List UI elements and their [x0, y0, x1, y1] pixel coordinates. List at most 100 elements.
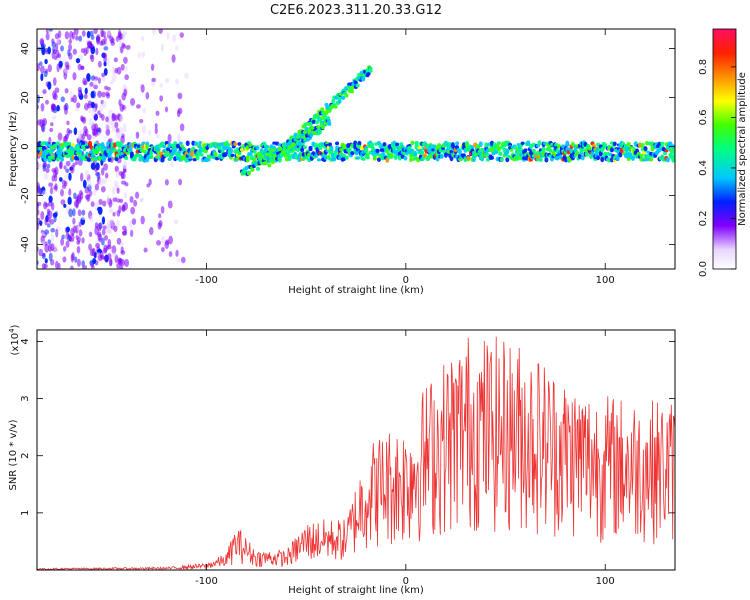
spectrogram-cell [41, 263, 46, 269]
colorbar: 0.0 0.2 0.4 0.6 0.8 Normalized spectral ampl… [698, 28, 748, 277]
spectrogram-cell [139, 197, 144, 202]
spectrogram-cell [89, 81, 94, 87]
spectrogram-cell [152, 29, 156, 36]
spectrogram-cell [94, 166, 98, 172]
spectrogram-cell [233, 142, 238, 147]
spectrogram-cell [252, 149, 257, 154]
spectrogram-cell [150, 63, 155, 71]
spectrogram-cell [49, 127, 54, 133]
spectrogram-cell [86, 30, 91, 39]
spectrogram-cell [65, 168, 70, 173]
spectrogram-cell [308, 145, 313, 150]
spectrogram-cell [278, 146, 283, 151]
spectrogram-cell [350, 151, 355, 156]
spectrogram-cell [148, 129, 152, 136]
spectrogram-x-tick-label: 100 [596, 275, 615, 286]
spectrogram-frame [36, 28, 676, 270]
spectrogram-cell [118, 205, 122, 214]
spectrogram-cell [50, 202, 55, 211]
spectrogram-cell [86, 157, 91, 162]
spectrogram-cell [90, 153, 95, 158]
spectrogram-cell [178, 178, 183, 186]
spectrogram-cell [86, 73, 91, 82]
spectrogram-cell [355, 156, 360, 160]
spectrogram-cell [265, 145, 270, 149]
spectrogram-cell [329, 145, 334, 151]
spectrogram-cell [86, 134, 92, 141]
spectrogram-cell [53, 185, 58, 191]
spectrogram-cell [69, 146, 74, 151]
spectrogram-cell [43, 157, 48, 162]
spectrogram-cell [40, 73, 44, 82]
spectrogram-cell [158, 220, 163, 228]
spectrogram-cell [68, 43, 72, 52]
spectrogram-cell [114, 67, 118, 74]
spectrogram-cell [489, 155, 494, 160]
spectrogram-cell [175, 45, 179, 51]
spectrogram-cell [69, 236, 73, 243]
spectrogram-cell [39, 61, 43, 67]
spectrogram-cell [372, 156, 377, 161]
spectrogram-cell [160, 205, 165, 214]
spectrogram-cell [91, 263, 95, 269]
spectrogram-cell [53, 213, 57, 223]
spectrogram-cell [575, 151, 580, 156]
spectrogram-cell [46, 223, 51, 228]
spectrogram-cell [60, 45, 64, 52]
spectrogram-x-tick-label: 0 [403, 275, 409, 286]
spectrogram-cell [149, 154, 154, 159]
spectrogram-cell [91, 109, 96, 116]
spectrogram-cell [217, 145, 222, 151]
spectrogram-cell [65, 226, 70, 233]
spectrogram-cell [108, 109, 114, 116]
spectrogram-cell [199, 152, 204, 157]
spectrogram-cell [335, 145, 340, 150]
spectrogram-cell [83, 47, 88, 57]
spectrogram-cell [630, 155, 635, 161]
spectrogram-cell [76, 245, 81, 254]
spectrogram-cell [73, 29, 79, 36]
spectrogram-cell [407, 145, 412, 151]
spectrogram-cell [122, 32, 126, 41]
snr-y-tick-label: 4 [20, 338, 31, 344]
spectrogram-cell [93, 114, 98, 121]
spectrogram-cell [297, 156, 302, 163]
spectrogram-cell [98, 237, 102, 243]
spectrogram-cells [37, 29, 675, 269]
spectrogram-x-label: Height of straight line (km) [288, 285, 424, 296]
spectrogram-cell [414, 141, 419, 145]
spectrogram-cell [69, 90, 73, 100]
spectrogram-cell [570, 141, 575, 147]
spectrogram-cell [115, 170, 120, 179]
spectrogram-cell [123, 168, 127, 173]
spectrogram-cell [307, 128, 312, 133]
spectrogram-y-label: Frequency (Hz) [8, 111, 19, 187]
spectrogram-cell [67, 196, 72, 205]
spectrogram-cell [93, 29, 98, 35]
spectrogram-cell [103, 244, 108, 253]
spectrogram-cell [37, 202, 40, 210]
spectrogram-cell [643, 146, 648, 152]
spectrogram-cell [129, 196, 134, 203]
spectrogram-cell [74, 35, 79, 41]
spectrogram-cell [237, 151, 242, 156]
spectrogram-cell [175, 249, 179, 257]
spectrogram-cell [596, 155, 601, 161]
spectrogram-cell [342, 153, 347, 158]
spectrogram-cell [51, 168, 57, 173]
spectrogram-cell [50, 122, 54, 127]
spectrogram-cell [72, 48, 78, 55]
spectrogram-cell [97, 77, 101, 84]
spectrogram-cell [103, 146, 108, 150]
spectrogram-cell [68, 188, 72, 196]
spectrogram-cell [84, 87, 88, 95]
spectrogram-cell [103, 163, 108, 171]
spectrogram-cell [52, 90, 57, 100]
spectrogram-cell [101, 91, 106, 98]
spectrogram-cell [119, 265, 124, 269]
spectrogram-cell [121, 104, 126, 110]
spectrogram-cell [90, 101, 95, 109]
spectrogram-cell [54, 87, 60, 94]
spectrogram-cell [466, 155, 471, 161]
